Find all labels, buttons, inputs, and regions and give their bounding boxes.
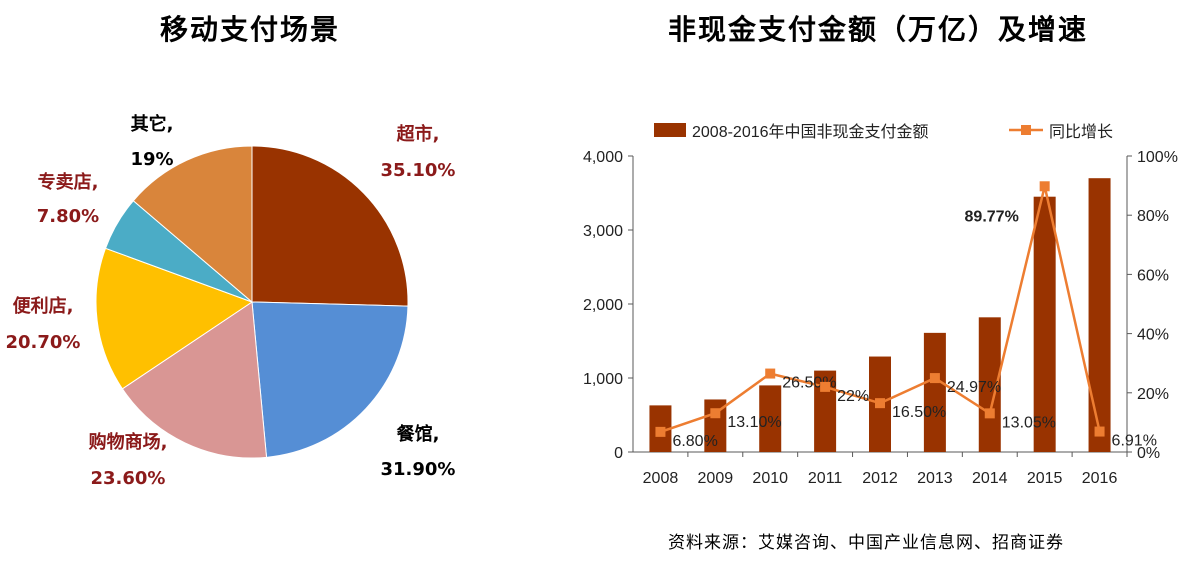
growth-data-label: 89.77% xyxy=(965,208,1019,225)
bar xyxy=(814,370,837,452)
pie-slice xyxy=(95,247,254,390)
bar xyxy=(923,332,946,452)
x-tick-label: 2012 xyxy=(862,470,898,487)
pie-slice xyxy=(251,301,409,458)
bar xyxy=(1033,196,1056,452)
x-tick-label: 2009 xyxy=(698,470,734,487)
growth-marker xyxy=(655,426,666,437)
growth-marker xyxy=(710,408,721,419)
bar xyxy=(978,317,1001,452)
growth-marker xyxy=(765,368,776,379)
x-tick-label: 2014 xyxy=(972,470,1008,487)
combo-chart-title: 非现金支付金额（万亿）及增速 xyxy=(668,13,1089,46)
right-tick-label: 80% xyxy=(1137,208,1169,225)
legend-label-growth: 同比增长 xyxy=(1049,123,1113,141)
pie-slice-label: 专卖店, xyxy=(38,171,99,193)
left-tick-label: 3,000 xyxy=(583,223,623,240)
pie-slice xyxy=(121,301,268,459)
right-tick-label: 100% xyxy=(1137,149,1178,166)
pie-slice-value: 7.80% xyxy=(37,206,99,227)
growth-marker xyxy=(1094,426,1105,437)
x-tick-label: 2015 xyxy=(1027,470,1063,487)
right-tick-label: 0% xyxy=(1137,445,1160,462)
legend-marker-growth xyxy=(1021,125,1031,135)
legend-swatch-bars xyxy=(654,123,686,137)
left-tick-label: 1,000 xyxy=(583,371,623,388)
pie-slice-value: 23.60% xyxy=(91,468,166,489)
growth-data-label: 13.10% xyxy=(727,414,781,431)
x-tick-label: 2013 xyxy=(917,470,953,487)
x-tick-label: 2016 xyxy=(1082,470,1118,487)
growth-marker xyxy=(929,373,940,384)
growth-data-label: 22% xyxy=(837,388,869,405)
growth-marker xyxy=(984,408,995,419)
growth-data-label: 16.50% xyxy=(892,404,946,421)
pie-slice-value: 19% xyxy=(130,149,173,170)
bar xyxy=(759,385,782,452)
growth-data-label: 6.91% xyxy=(1112,433,1157,450)
pie-slice-label: 餐馆, xyxy=(396,423,440,445)
growth-marker xyxy=(875,398,885,409)
pie-chart-title: 移动支付场景 xyxy=(160,13,341,46)
growth-data-label: 13.05% xyxy=(1002,414,1056,431)
growth-marker xyxy=(1039,181,1050,192)
pie-slice-label: 其它, xyxy=(131,113,174,135)
left-tick-label: 4,000 xyxy=(583,149,623,166)
right-tick-label: 40% xyxy=(1137,327,1169,344)
x-tick-label: 2008 xyxy=(643,470,679,487)
bar xyxy=(1088,178,1111,452)
left-tick-label: 0 xyxy=(614,445,623,462)
growth-marker xyxy=(820,381,831,392)
pie-slice-label: 便利店, xyxy=(13,295,74,317)
legend-label-bars: 2008-2016年中国非现金支付金额 xyxy=(692,123,929,141)
pie-slice-value: 20.70% xyxy=(6,332,81,353)
left-tick-label: 2,000 xyxy=(583,297,623,314)
x-tick-label: 2011 xyxy=(808,470,843,487)
pie-slice-label: 超市, xyxy=(397,123,440,145)
growth-data-label: 6.80% xyxy=(672,433,717,450)
pie-slice-value: 31.90% xyxy=(381,459,456,480)
pie-slice-value: 35.10% xyxy=(381,160,456,181)
pie-slice-label: 购物商场, xyxy=(89,431,168,453)
growth-data-label: 24.97% xyxy=(947,379,1001,396)
right-tick-label: 60% xyxy=(1137,267,1169,284)
pie-slice xyxy=(132,145,253,304)
pie-slice xyxy=(251,145,409,307)
source-note: 资料来源：艾媒咨询、中国产业信息网、招商证券 xyxy=(668,533,1064,553)
bar xyxy=(704,399,727,452)
right-tick-label: 20% xyxy=(1137,386,1169,403)
x-tick-label: 2010 xyxy=(752,470,788,487)
